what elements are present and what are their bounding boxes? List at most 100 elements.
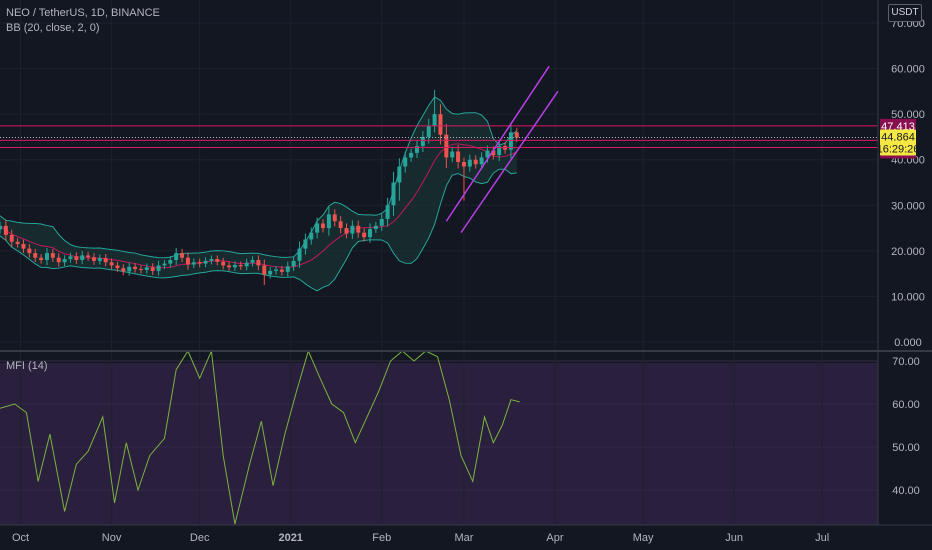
bollinger-upper-band	[0, 96, 518, 259]
candle-body	[103, 258, 108, 263]
candle-body	[39, 257, 44, 260]
time-tick-label: Dec	[190, 532, 210, 544]
candle-body	[432, 114, 437, 126]
candle-body	[74, 256, 79, 260]
candle-body	[456, 151, 461, 162]
candle-body	[86, 255, 91, 258]
bb-legend[interactable]: BB (20, close, 2, 0)	[6, 22, 100, 34]
candle-body	[473, 159, 478, 165]
candle-body	[215, 259, 220, 262]
mfi-axis[interactable]: 40.00 50.00 60.00 70.00	[892, 356, 920, 497]
candle-body	[115, 265, 120, 269]
current-price-tag-bg	[880, 129, 916, 156]
channel-lower-line	[460, 90, 559, 234]
candle-body	[21, 244, 26, 249]
candle-body	[121, 268, 126, 272]
candle-body	[479, 157, 484, 165]
time-tick-label: Mar	[454, 532, 473, 544]
candle-body	[56, 257, 61, 263]
candle-body	[221, 261, 226, 266]
candle-body	[409, 152, 414, 158]
candle-body	[180, 253, 185, 258]
candle-body	[426, 125, 431, 137]
mfi-tick-label: 40.00	[892, 485, 920, 497]
candle-body	[309, 232, 314, 240]
time-axis[interactable]: Oct Nov Dec 2021 Feb Mar Apr May Jun Jul	[12, 532, 829, 544]
candle-body	[297, 248, 302, 261]
mfi-line	[0, 349, 520, 525]
candle-body	[279, 269, 284, 272]
bollinger-band-fill	[0, 96, 518, 292]
mfi-tick-label: 50.00	[892, 442, 920, 454]
candle-body	[27, 248, 32, 254]
candle-body	[133, 266, 138, 270]
candle-body	[362, 232, 367, 238]
candle-body	[80, 255, 85, 260]
time-tick-label: Feb	[372, 532, 391, 544]
candle-body	[191, 262, 196, 265]
candle-body	[321, 223, 326, 229]
mfi-tick-label: 60.00	[892, 399, 920, 411]
time-tick-label: Jul	[815, 532, 829, 544]
candle-body	[50, 253, 55, 258]
candle-body	[350, 225, 355, 234]
candle-body	[244, 262, 249, 267]
candle-body	[91, 257, 96, 261]
candle-body	[185, 257, 190, 265]
candle-body	[197, 262, 202, 264]
candle-body	[438, 114, 443, 135]
candle-body	[344, 228, 349, 234]
candle-body	[274, 269, 279, 271]
mfi-tick-label: 70.00	[892, 356, 920, 368]
candle-body	[397, 166, 402, 183]
candle-body	[338, 221, 343, 229]
time-tick-label: Apr	[546, 532, 563, 544]
candle-body	[385, 205, 390, 219]
candle-body	[467, 159, 472, 167]
currency-button[interactable]: USDT	[888, 4, 922, 22]
candle-body	[227, 265, 232, 268]
candle-body	[256, 259, 261, 266]
candle-body	[356, 225, 361, 233]
candle-body	[68, 256, 73, 260]
candle-body	[285, 266, 290, 272]
candle-body	[33, 253, 38, 258]
price-tick-label: 30.000	[891, 200, 925, 212]
mfi-series	[0, 349, 520, 525]
candles	[0, 89, 519, 286]
bollinger-fill-area	[0, 96, 517, 291]
candle-body	[127, 266, 132, 272]
candle-body	[450, 151, 455, 158]
parallel-channel[interactable]	[445, 65, 559, 234]
candle-body	[315, 223, 320, 233]
mfi-legend[interactable]: MFI (14)	[6, 360, 48, 372]
candle-body	[209, 259, 214, 261]
candle-body	[303, 239, 308, 249]
horizontal-levels	[0, 125, 878, 148]
time-tick-label: 2021	[278, 532, 302, 544]
price-axis[interactable]: 0.00010.00020.00030.00040.00050.00060.00…	[891, 18, 925, 349]
candle-body	[291, 260, 296, 267]
candle-body	[420, 136, 425, 147]
time-tick-label: Nov	[102, 532, 122, 544]
candle-body	[444, 134, 449, 158]
candle-body	[0, 225, 2, 230]
price-tick-label: 60.000	[891, 64, 925, 76]
candle-body	[262, 265, 267, 275]
candle-body	[373, 225, 378, 229]
candle-body	[367, 228, 372, 238]
candle-body	[62, 259, 67, 263]
symbol-legend[interactable]: NEO / TetherUS, 1D, BINANCE	[6, 7, 160, 19]
candle-body	[268, 270, 273, 275]
time-tick-label: May	[633, 532, 654, 544]
candle-body	[497, 146, 502, 156]
candle-body	[44, 253, 49, 260]
candle-body	[97, 258, 102, 261]
candle-body	[332, 214, 337, 222]
mfi-pane-fill	[0, 363, 878, 525]
candle-body	[403, 157, 408, 167]
candle-body	[514, 132, 519, 138]
candle-body	[174, 253, 179, 260]
candle-body	[168, 259, 173, 264]
